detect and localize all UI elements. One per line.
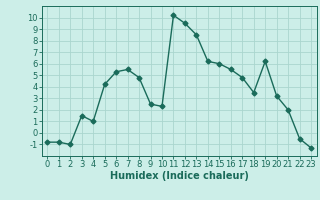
X-axis label: Humidex (Indice chaleur): Humidex (Indice chaleur) — [110, 171, 249, 181]
